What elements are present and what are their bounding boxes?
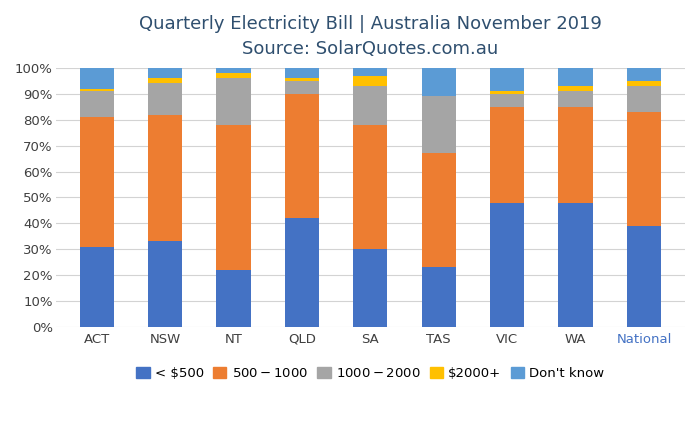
- Bar: [490, 107, 524, 203]
- Bar: [490, 91, 524, 94]
- Bar: [421, 96, 456, 153]
- Bar: [490, 203, 524, 327]
- Bar: [285, 94, 319, 218]
- Bar: [354, 68, 387, 76]
- Bar: [354, 86, 387, 125]
- Bar: [421, 267, 456, 327]
- Bar: [80, 247, 114, 327]
- Bar: [559, 86, 593, 91]
- Bar: [285, 78, 319, 81]
- Bar: [490, 94, 524, 107]
- Legend: < $500, $500 - $1000, $1000- $2000, $2000+, Don't know: < $500, $500 - $1000, $1000- $2000, $200…: [134, 365, 607, 383]
- Bar: [148, 68, 182, 78]
- Bar: [80, 117, 114, 247]
- Bar: [627, 112, 661, 226]
- Bar: [421, 153, 456, 267]
- Bar: [80, 91, 114, 117]
- Bar: [421, 68, 456, 96]
- Bar: [216, 73, 251, 78]
- Bar: [216, 68, 251, 73]
- Bar: [216, 125, 251, 270]
- Bar: [285, 218, 319, 327]
- Bar: [627, 81, 661, 86]
- Bar: [148, 83, 182, 114]
- Bar: [627, 86, 661, 112]
- Title: Quarterly Electricity Bill | Australia November 2019
Source: SolarQuotes.com.au: Quarterly Electricity Bill | Australia N…: [139, 15, 602, 58]
- Bar: [80, 88, 114, 91]
- Bar: [627, 226, 661, 327]
- Bar: [490, 68, 524, 91]
- Bar: [285, 81, 319, 94]
- Bar: [148, 114, 182, 241]
- Bar: [148, 241, 182, 327]
- Bar: [627, 68, 661, 81]
- Bar: [354, 76, 387, 86]
- Bar: [354, 249, 387, 327]
- Bar: [559, 203, 593, 327]
- Bar: [559, 107, 593, 203]
- Bar: [559, 68, 593, 86]
- Bar: [354, 125, 387, 249]
- Bar: [559, 91, 593, 107]
- Bar: [285, 68, 319, 78]
- Bar: [148, 78, 182, 83]
- Bar: [216, 78, 251, 125]
- Bar: [216, 270, 251, 327]
- Bar: [80, 68, 114, 88]
